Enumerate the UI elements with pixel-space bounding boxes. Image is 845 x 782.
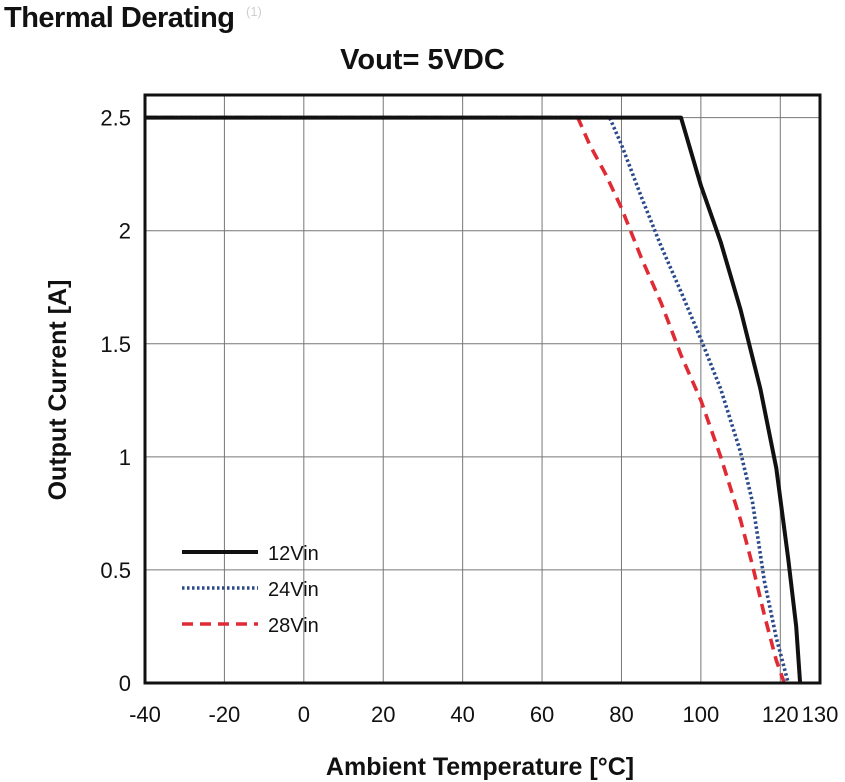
y-tick-label: 1.5	[100, 332, 131, 357]
legend-label-24vin: 24Vin	[268, 579, 319, 601]
grid-lines	[145, 95, 820, 683]
x-axis-label: Ambient Temperature [°C]	[326, 753, 634, 781]
x-tick-label: -20	[209, 702, 241, 727]
y-tick-label: 0.5	[100, 558, 131, 583]
y-tick-label: 0	[119, 671, 131, 696]
x-tick-label: 40	[450, 702, 474, 727]
series-line-12vin	[145, 115, 803, 684]
x-tick-label: 60	[530, 702, 554, 727]
y-tick-label: 2.5	[100, 106, 131, 131]
x-tick-label: 20	[371, 702, 395, 727]
x-tick-label: 0	[298, 702, 310, 727]
x-tick-labels: -40 -20 0 20 40 60 80 100 120 130	[129, 702, 838, 727]
plot-frame	[143, 93, 822, 685]
page-title: Thermal Derating	[4, 2, 235, 34]
x-tick-label: 130	[802, 702, 839, 727]
series-lines	[145, 115, 803, 684]
series-line-24vin	[145, 115, 790, 684]
y-axis-label: Output Current [A]	[44, 280, 72, 501]
x-tick-label: -40	[129, 702, 161, 727]
x-tick-label: 120	[762, 702, 799, 727]
series-line-28vin	[145, 115, 786, 684]
y-tick-labels: 0 0.5 1 1.5 2 2.5	[100, 106, 131, 696]
legend: 12Vin 24Vin 28Vin	[182, 543, 319, 637]
x-tick-label: 100	[683, 702, 720, 727]
legend-label-28vin: 28Vin	[268, 615, 319, 637]
footnote-marker: (1)	[246, 4, 262, 19]
y-tick-label: 1	[119, 445, 131, 470]
chart-title: Vout= 5VDC	[340, 44, 505, 76]
legend-label-12vin: 12Vin	[268, 543, 319, 565]
x-tick-label: 80	[609, 702, 633, 727]
y-tick-label: 2	[119, 219, 131, 244]
